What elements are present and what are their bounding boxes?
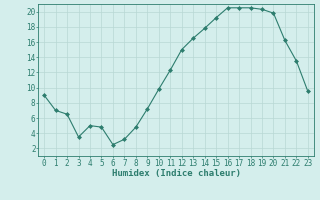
X-axis label: Humidex (Indice chaleur): Humidex (Indice chaleur) [111, 169, 241, 178]
